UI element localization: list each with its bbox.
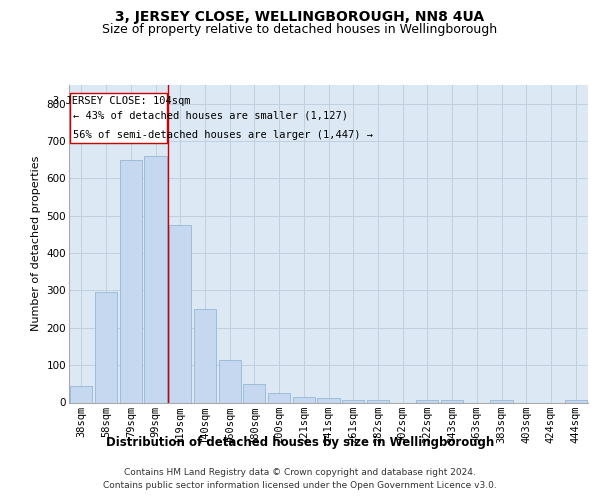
- Bar: [119, 160, 142, 402]
- Bar: [565, 400, 587, 402]
- Bar: [293, 397, 315, 402]
- Bar: [218, 360, 241, 403]
- Text: 56% of semi-detached houses are larger (1,447) →: 56% of semi-detached houses are larger (…: [73, 130, 373, 140]
- Text: Size of property relative to detached houses in Wellingborough: Size of property relative to detached ho…: [103, 22, 497, 36]
- Bar: [268, 393, 290, 402]
- Text: Contains HM Land Registry data © Crown copyright and database right 2024.: Contains HM Land Registry data © Crown c…: [124, 468, 476, 477]
- Bar: [441, 400, 463, 402]
- Bar: [95, 292, 117, 403]
- Text: 3 JERSEY CLOSE: 104sqm: 3 JERSEY CLOSE: 104sqm: [53, 96, 190, 106]
- FancyBboxPatch shape: [70, 93, 167, 143]
- Bar: [416, 400, 439, 402]
- Bar: [342, 400, 364, 402]
- Bar: [367, 400, 389, 402]
- Text: 3, JERSEY CLOSE, WELLINGBOROUGH, NN8 4UA: 3, JERSEY CLOSE, WELLINGBOROUGH, NN8 4UA: [115, 10, 485, 24]
- Text: Contains public sector information licensed under the Open Government Licence v3: Contains public sector information licen…: [103, 480, 497, 490]
- Bar: [243, 384, 265, 402]
- Text: Distribution of detached houses by size in Wellingborough: Distribution of detached houses by size …: [106, 436, 494, 449]
- Bar: [70, 386, 92, 402]
- Bar: [194, 309, 216, 402]
- Bar: [490, 400, 512, 402]
- Bar: [317, 398, 340, 402]
- Text: ← 43% of detached houses are smaller (1,127): ← 43% of detached houses are smaller (1,…: [73, 110, 348, 120]
- Bar: [145, 156, 167, 402]
- Bar: [169, 225, 191, 402]
- Y-axis label: Number of detached properties: Number of detached properties: [31, 156, 41, 332]
